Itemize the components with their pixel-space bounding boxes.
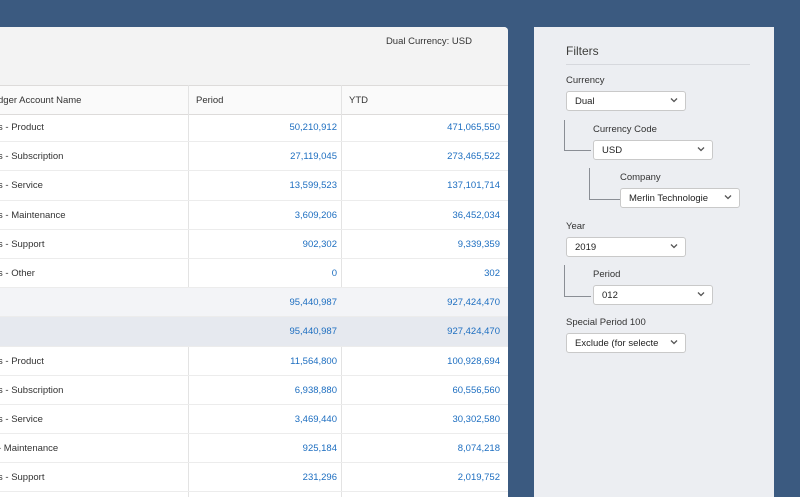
table-row: s - Maintenance 3,609,206 36,452,034	[0, 201, 508, 230]
chevron-down-icon	[670, 244, 678, 249]
year-label: Year	[566, 221, 586, 232]
column-header-ytd[interactable]: YTD	[349, 95, 368, 106]
subtotal-row: 95,440,987 927,424,470	[0, 288, 508, 318]
account-name-cell: s - Maintenance	[0, 209, 66, 221]
table-row: s - Support 902,302 9,339,359	[0, 230, 508, 259]
table-row: - Maintenance 925,184 8,074,218	[0, 434, 508, 464]
table-row: s - Product 11,564,800 100,928,694	[0, 347, 508, 376]
account-name-cell: s - Service	[0, 180, 43, 192]
column-header-period[interactable]: Period	[196, 95, 224, 106]
period-value-cell[interactable]: 3,609,206	[294, 209, 337, 221]
chevron-down-icon	[697, 147, 705, 152]
company-select[interactable]: Merlin Technologie	[620, 188, 740, 208]
table-row: s - Other 0 302	[0, 259, 508, 289]
total-row: 95,440,987 927,424,470	[0, 317, 508, 347]
ytd-value-cell[interactable]: 273,465,522	[447, 151, 500, 163]
period-value-cell[interactable]: 95,440,987	[289, 297, 337, 309]
currency-code-value: USD	[602, 145, 623, 156]
dual-currency-label: Dual Currency: USD	[385, 36, 472, 47]
currency-label: Currency	[566, 75, 605, 86]
table-header: dger Account Name Period YTD	[0, 85, 508, 115]
period-value-cell[interactable]: 925,184	[302, 443, 337, 455]
currency-code-select[interactable]: USD	[593, 140, 713, 160]
account-name-cell: - Maintenance	[0, 443, 59, 455]
company-value: Merlin Technologie	[629, 193, 709, 204]
company-label: Company	[620, 172, 661, 183]
period-label: Period	[593, 269, 621, 280]
period-value-cell[interactable]: 6,938,880	[294, 384, 337, 396]
period-select[interactable]: 012	[593, 285, 713, 305]
period-value-cell[interactable]: 50,210,912	[289, 122, 337, 133]
report-header: Dual Currency: USD	[0, 27, 508, 85]
filters-title: Filters	[566, 44, 599, 58]
special-period-label: Special Period 100	[566, 317, 646, 328]
ytd-value-cell[interactable]: 471,065,550	[447, 122, 500, 133]
ytd-value-cell[interactable]: 927,424,470	[447, 297, 500, 309]
column-header-account-name[interactable]: dger Account Name	[0, 95, 82, 106]
period-value-cell[interactable]: 231,296	[302, 472, 337, 484]
table-row: s - Service 3,469,440 30,302,580	[0, 405, 508, 435]
ytd-value-cell[interactable]: 137,101,714	[447, 180, 500, 192]
ytd-value-cell[interactable]: 36,452,034	[452, 209, 500, 221]
filters-divider	[566, 64, 750, 65]
ytd-value-cell[interactable]: 9,339,359	[457, 238, 500, 250]
account-name-cell: s - Support	[0, 238, 45, 250]
ytd-value-cell[interactable]: 2,019,752	[457, 472, 500, 484]
table-body: s - Product 50,210,912 471,065,550 s - Subs…	[0, 113, 508, 493]
ytd-value-cell[interactable]: 100,928,694	[447, 355, 500, 367]
account-name-cell: s - Other	[0, 267, 35, 279]
ytd-value-cell[interactable]: 8,074,218	[457, 443, 500, 455]
tree-connector	[589, 168, 620, 200]
period-value-cell[interactable]: 902,302	[302, 238, 337, 250]
filters-panel: Filters Currency Dual Currency Code USD …	[534, 27, 774, 497]
account-name-cell: s - Support	[0, 472, 45, 484]
period-value-cell[interactable]: 95,440,987	[289, 326, 337, 338]
ytd-value-cell[interactable]: 30,302,580	[452, 413, 500, 425]
tree-connector	[564, 265, 591, 297]
period-value-cell[interactable]: 0	[331, 267, 337, 279]
ytd-value-cell[interactable]: 302	[484, 267, 500, 279]
table-row: s - Service 13,599,523 137,101,714	[0, 171, 508, 201]
chevron-down-icon	[670, 340, 678, 345]
year-select[interactable]: 2019	[566, 237, 686, 257]
period-value-cell[interactable]: 27,119,045	[290, 151, 337, 163]
special-period-value: Exclude (for selecte	[575, 338, 659, 349]
ytd-value-cell[interactable]: 60,556,560	[452, 384, 500, 396]
special-period-select[interactable]: Exclude (for selecte	[566, 333, 686, 353]
year-value: 2019	[575, 242, 597, 253]
account-name-cell: s - Subscription	[0, 151, 64, 163]
account-name-cell: s - Product	[0, 122, 44, 133]
chevron-down-icon	[697, 292, 705, 297]
currency-select[interactable]: Dual	[566, 91, 686, 111]
currency-value: Dual	[575, 96, 595, 107]
period-value-cell[interactable]: 3,469,440	[294, 413, 337, 425]
chevron-down-icon	[670, 98, 678, 103]
account-name-cell: s - Product	[0, 355, 44, 367]
table-row: s - Subscription 27,119,045 273,465,522	[0, 142, 508, 172]
currency-code-label: Currency Code	[593, 124, 657, 135]
period-value: 012	[602, 290, 618, 301]
period-value-cell[interactable]: 11,564,800	[290, 355, 337, 367]
report-card: Dual Currency: USD dger Account Name Per…	[0, 27, 508, 497]
table-row: s - Product 50,210,912 471,065,550	[0, 113, 508, 143]
table-row: s - Subscription 6,938,880 60,556,560	[0, 376, 508, 405]
chevron-down-icon	[724, 195, 732, 200]
tree-connector	[564, 120, 591, 151]
ytd-value-cell[interactable]: 927,424,470	[447, 326, 500, 338]
account-name-cell: s - Service	[0, 413, 43, 425]
table-row: s - Support 231,296 2,019,752	[0, 463, 508, 493]
page-background	[774, 27, 800, 497]
account-name-cell: s - Subscription	[0, 384, 64, 396]
period-value-cell[interactable]: 13,599,523	[289, 180, 337, 192]
